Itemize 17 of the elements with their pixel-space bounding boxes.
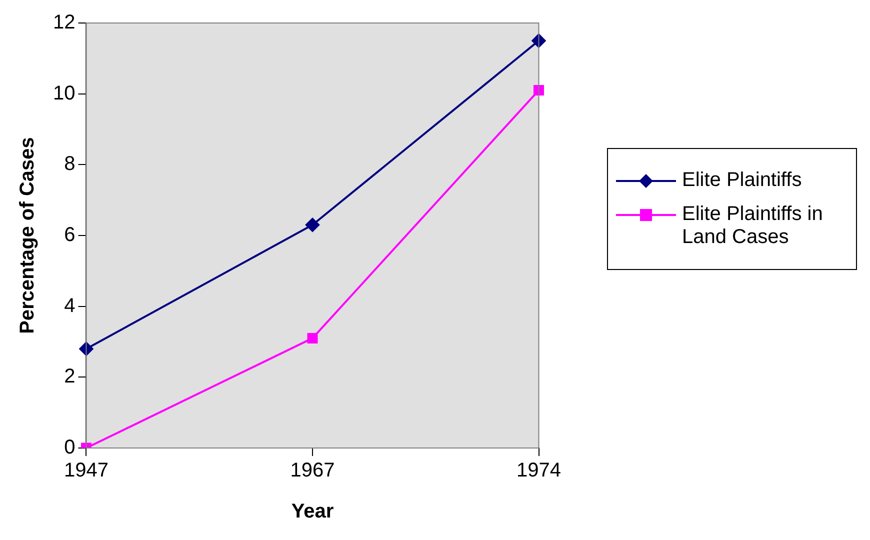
- point: [534, 85, 544, 96]
- y-tick-label: 0: [64, 436, 76, 459]
- legend-label: Elite Plaintiffs: [682, 169, 802, 192]
- y-tick-label: 4: [64, 294, 76, 317]
- point: [307, 332, 318, 344]
- x-tick-label: 1967: [290, 460, 335, 482]
- y-tick-label: 8: [64, 153, 76, 176]
- y-tick-label: 12: [52, 12, 76, 34]
- x-tick-label: 1947: [64, 460, 108, 482]
- y-tick-label: 6: [64, 224, 76, 246]
- x-axis-title: Year: [291, 500, 334, 523]
- y-tick-label: 10: [52, 82, 76, 104]
- y-tick-label: 2: [64, 366, 76, 388]
- x-tick-label: 1974: [516, 460, 562, 482]
- legend-label: Elite Plaintiffs in Land Cases: [682, 203, 824, 249]
- point: [306, 218, 320, 232]
- y-axis-title: Percentage of Cases: [16, 137, 39, 334]
